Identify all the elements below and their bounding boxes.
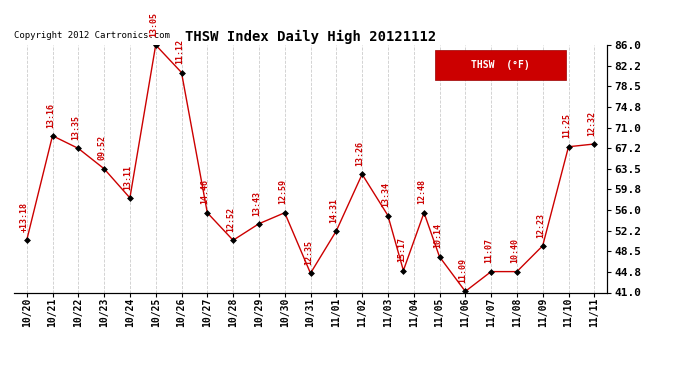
- Text: 09:52: 09:52: [97, 135, 106, 160]
- Text: 13:34: 13:34: [382, 182, 391, 207]
- Title: THSW Index Daily High 20121112: THSW Index Daily High 20121112: [185, 30, 436, 44]
- Text: 13:43: 13:43: [253, 190, 262, 216]
- Text: 13:35: 13:35: [72, 115, 81, 140]
- Text: 13:26: 13:26: [355, 141, 364, 166]
- Text: 14:46: 14:46: [201, 180, 210, 204]
- Text: +13:18: +13:18: [20, 202, 29, 232]
- Text: 13:05: 13:05: [149, 12, 158, 37]
- Text: 12:59: 12:59: [278, 180, 287, 204]
- Text: 12:32: 12:32: [588, 111, 597, 136]
- Text: 12:23: 12:23: [536, 213, 545, 237]
- Text: THSW  (°F): THSW (°F): [471, 60, 530, 70]
- FancyBboxPatch shape: [435, 50, 566, 80]
- Text: 12:52: 12:52: [226, 207, 235, 232]
- Text: 11:25: 11:25: [562, 114, 571, 138]
- Text: 11:09: 11:09: [459, 258, 468, 283]
- Text: Copyright 2012 Cartronics.com: Copyright 2012 Cartronics.com: [14, 31, 170, 40]
- Text: 10:40: 10:40: [511, 238, 520, 263]
- Text: 12:48: 12:48: [417, 180, 426, 204]
- Text: 14:31: 14:31: [330, 198, 339, 223]
- Text: 11:07: 11:07: [484, 238, 493, 263]
- Text: 15:17: 15:17: [397, 237, 406, 262]
- Text: 10:14: 10:14: [433, 224, 442, 249]
- Text: 13:11: 13:11: [124, 165, 132, 190]
- Text: 13:16: 13:16: [46, 102, 55, 128]
- Text: 12:35: 12:35: [304, 240, 313, 265]
- Text: 11:12: 11:12: [175, 39, 184, 64]
